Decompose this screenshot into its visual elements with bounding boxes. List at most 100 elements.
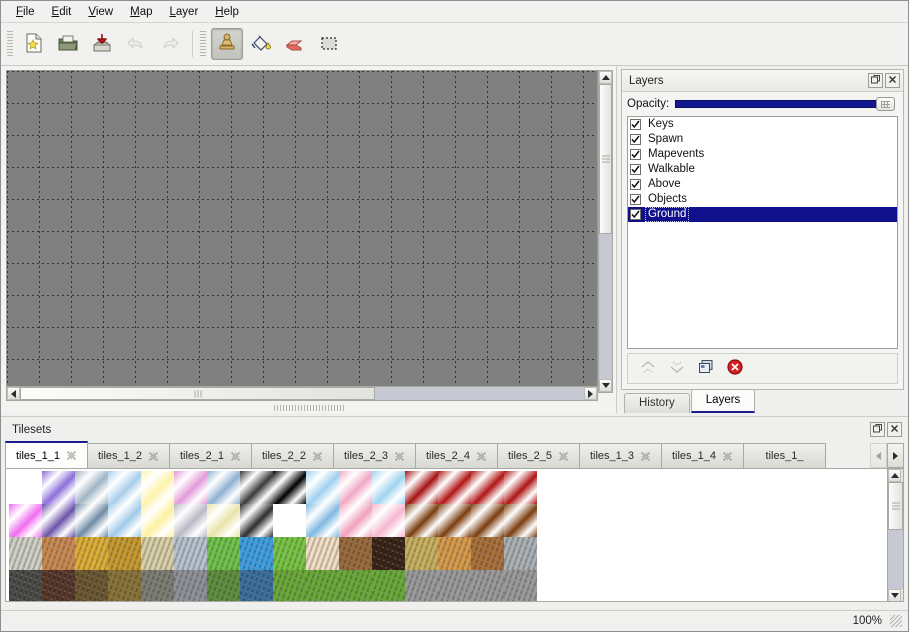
canvas-vscroll-track[interactable] bbox=[599, 84, 612, 379]
tile-swatch[interactable] bbox=[339, 570, 372, 601]
tileset-tab-tiles_1_4[interactable]: tiles_1_4 bbox=[661, 443, 744, 468]
layer-row[interactable]: Mapevents bbox=[628, 147, 897, 162]
tile-grid[interactable] bbox=[9, 471, 537, 601]
tileset-vscroll-track[interactable] bbox=[888, 482, 903, 589]
move-layer-down-button[interactable] bbox=[667, 359, 687, 379]
tile-swatch[interactable] bbox=[504, 570, 537, 601]
new-map-button[interactable] bbox=[18, 28, 50, 60]
layer-visibility-checkbox[interactable] bbox=[630, 119, 641, 130]
stamp-tool-button[interactable] bbox=[211, 28, 243, 60]
tileset-tab-tiles_1_1[interactable]: tiles_1_1 bbox=[5, 441, 88, 468]
tab-scroll-left-button[interactable] bbox=[870, 443, 887, 468]
layer-visibility-checkbox[interactable] bbox=[630, 164, 641, 175]
toolbar-grip-2[interactable] bbox=[200, 31, 206, 57]
tab-close-x-icon[interactable] bbox=[640, 451, 651, 462]
open-map-button[interactable] bbox=[52, 28, 84, 60]
tilesets-panel-close-button[interactable] bbox=[887, 422, 902, 437]
tile-swatch[interactable] bbox=[273, 471, 306, 504]
tile-swatch[interactable] bbox=[471, 504, 504, 537]
menu-item-file[interactable]: File bbox=[16, 5, 35, 18]
tileset-tab-tiles_1_2[interactable]: tiles_1_2 bbox=[87, 443, 170, 468]
menu-item-view[interactable]: View bbox=[88, 5, 114, 18]
save-map-button[interactable] bbox=[86, 28, 118, 60]
tile-swatch[interactable] bbox=[405, 471, 438, 504]
tile-swatch[interactable] bbox=[273, 537, 306, 570]
toolbar-grip[interactable] bbox=[7, 31, 13, 57]
menu-item-edit[interactable]: Edit bbox=[51, 5, 72, 18]
eraser-tool-button[interactable] bbox=[279, 28, 311, 60]
tile-swatch[interactable] bbox=[141, 570, 174, 601]
tileset-tab-tiles_1_[interactable]: tiles_1_ bbox=[743, 443, 826, 468]
tileset-tab-tiles_2_4[interactable]: tiles_2_4 bbox=[415, 443, 498, 468]
tile-swatch[interactable] bbox=[9, 471, 42, 504]
tile-swatch[interactable] bbox=[108, 570, 141, 601]
tile-swatch[interactable] bbox=[75, 504, 108, 537]
canvas-hscroll-thumb[interactable] bbox=[20, 387, 375, 400]
tile-swatch[interactable] bbox=[372, 471, 405, 504]
layer-row[interactable]: Ground bbox=[628, 207, 897, 222]
tile-swatch[interactable] bbox=[240, 504, 273, 537]
opacity-slider[interactable] bbox=[675, 97, 895, 111]
layer-row[interactable]: Above bbox=[628, 177, 897, 192]
canvas-hscroll-track[interactable] bbox=[20, 387, 584, 400]
tile-swatch[interactable] bbox=[75, 471, 108, 504]
layer-visibility-checkbox[interactable] bbox=[630, 209, 641, 220]
tile-swatch[interactable] bbox=[306, 504, 339, 537]
tile-swatch[interactable] bbox=[339, 471, 372, 504]
tile-swatch[interactable] bbox=[273, 570, 306, 601]
tab-close-x-icon[interactable] bbox=[148, 451, 159, 462]
tileset-vertical-scrollbar[interactable] bbox=[887, 469, 903, 601]
tile-swatch[interactable] bbox=[372, 504, 405, 537]
tab-close-x-icon[interactable] bbox=[312, 451, 323, 462]
tile-swatch[interactable] bbox=[438, 537, 471, 570]
tile-swatch[interactable] bbox=[273, 504, 306, 537]
fill-tool-button[interactable] bbox=[245, 28, 277, 60]
tile-swatch[interactable] bbox=[174, 471, 207, 504]
tile-swatch[interactable] bbox=[504, 537, 537, 570]
move-layer-up-button[interactable] bbox=[638, 359, 658, 379]
delete-layer-button[interactable] bbox=[725, 359, 745, 379]
tile-swatch[interactable] bbox=[108, 504, 141, 537]
tile-swatch[interactable] bbox=[9, 504, 42, 537]
menu-item-help[interactable]: Help bbox=[215, 5, 239, 18]
menu-item-map[interactable]: Map bbox=[130, 5, 153, 18]
tile-swatch[interactable] bbox=[108, 471, 141, 504]
layers-panel-close-button[interactable] bbox=[885, 73, 900, 88]
layers-panel-float-button[interactable] bbox=[868, 73, 883, 88]
tile-swatch[interactable] bbox=[438, 570, 471, 601]
tile-swatch[interactable] bbox=[504, 471, 537, 504]
tile-swatch[interactable] bbox=[75, 537, 108, 570]
tab-close-x-icon[interactable] bbox=[558, 451, 569, 462]
tileset-tab-tiles_2_3[interactable]: tiles_2_3 bbox=[333, 443, 416, 468]
layer-list[interactable]: Keys Spawn Mapevents Walkable Above Objects Gr… bbox=[627, 116, 898, 349]
tile-swatch[interactable] bbox=[141, 504, 174, 537]
select-tool-button[interactable] bbox=[313, 28, 345, 60]
tile-swatch[interactable] bbox=[471, 537, 504, 570]
tile-swatch[interactable] bbox=[9, 570, 42, 601]
tile-swatch[interactable] bbox=[339, 537, 372, 570]
tile-swatch[interactable] bbox=[207, 537, 240, 570]
horizontal-splitter-grip[interactable] bbox=[273, 405, 344, 411]
tile-swatch[interactable] bbox=[174, 537, 207, 570]
tile-swatch[interactable] bbox=[372, 570, 405, 601]
tab-scroll-right-button[interactable] bbox=[887, 443, 904, 468]
canvas-vscroll-thumb[interactable] bbox=[599, 84, 612, 234]
tile-swatch[interactable] bbox=[207, 504, 240, 537]
layer-row[interactable]: Keys bbox=[628, 117, 897, 132]
layer-visibility-checkbox[interactable] bbox=[630, 134, 641, 145]
redo-button[interactable] bbox=[154, 28, 186, 60]
tile-swatch[interactable] bbox=[438, 504, 471, 537]
tile-swatch[interactable] bbox=[438, 471, 471, 504]
tile-swatch[interactable] bbox=[504, 504, 537, 537]
menu-item-layer[interactable]: Layer bbox=[169, 5, 199, 18]
tileset-tab-tiles_1_3[interactable]: tiles_1_3 bbox=[579, 443, 662, 468]
scroll-right-button[interactable] bbox=[584, 387, 597, 400]
tab-close-x-icon[interactable] bbox=[476, 451, 487, 462]
layer-row[interactable]: Spawn bbox=[628, 132, 897, 147]
tile-swatch[interactable] bbox=[471, 570, 504, 601]
scroll-up-button[interactable] bbox=[599, 71, 612, 84]
dock-tab-layers[interactable]: Layers bbox=[690, 389, 756, 413]
tile-swatch[interactable] bbox=[240, 537, 273, 570]
tile-swatch[interactable] bbox=[207, 471, 240, 504]
tile-swatch[interactable] bbox=[141, 537, 174, 570]
